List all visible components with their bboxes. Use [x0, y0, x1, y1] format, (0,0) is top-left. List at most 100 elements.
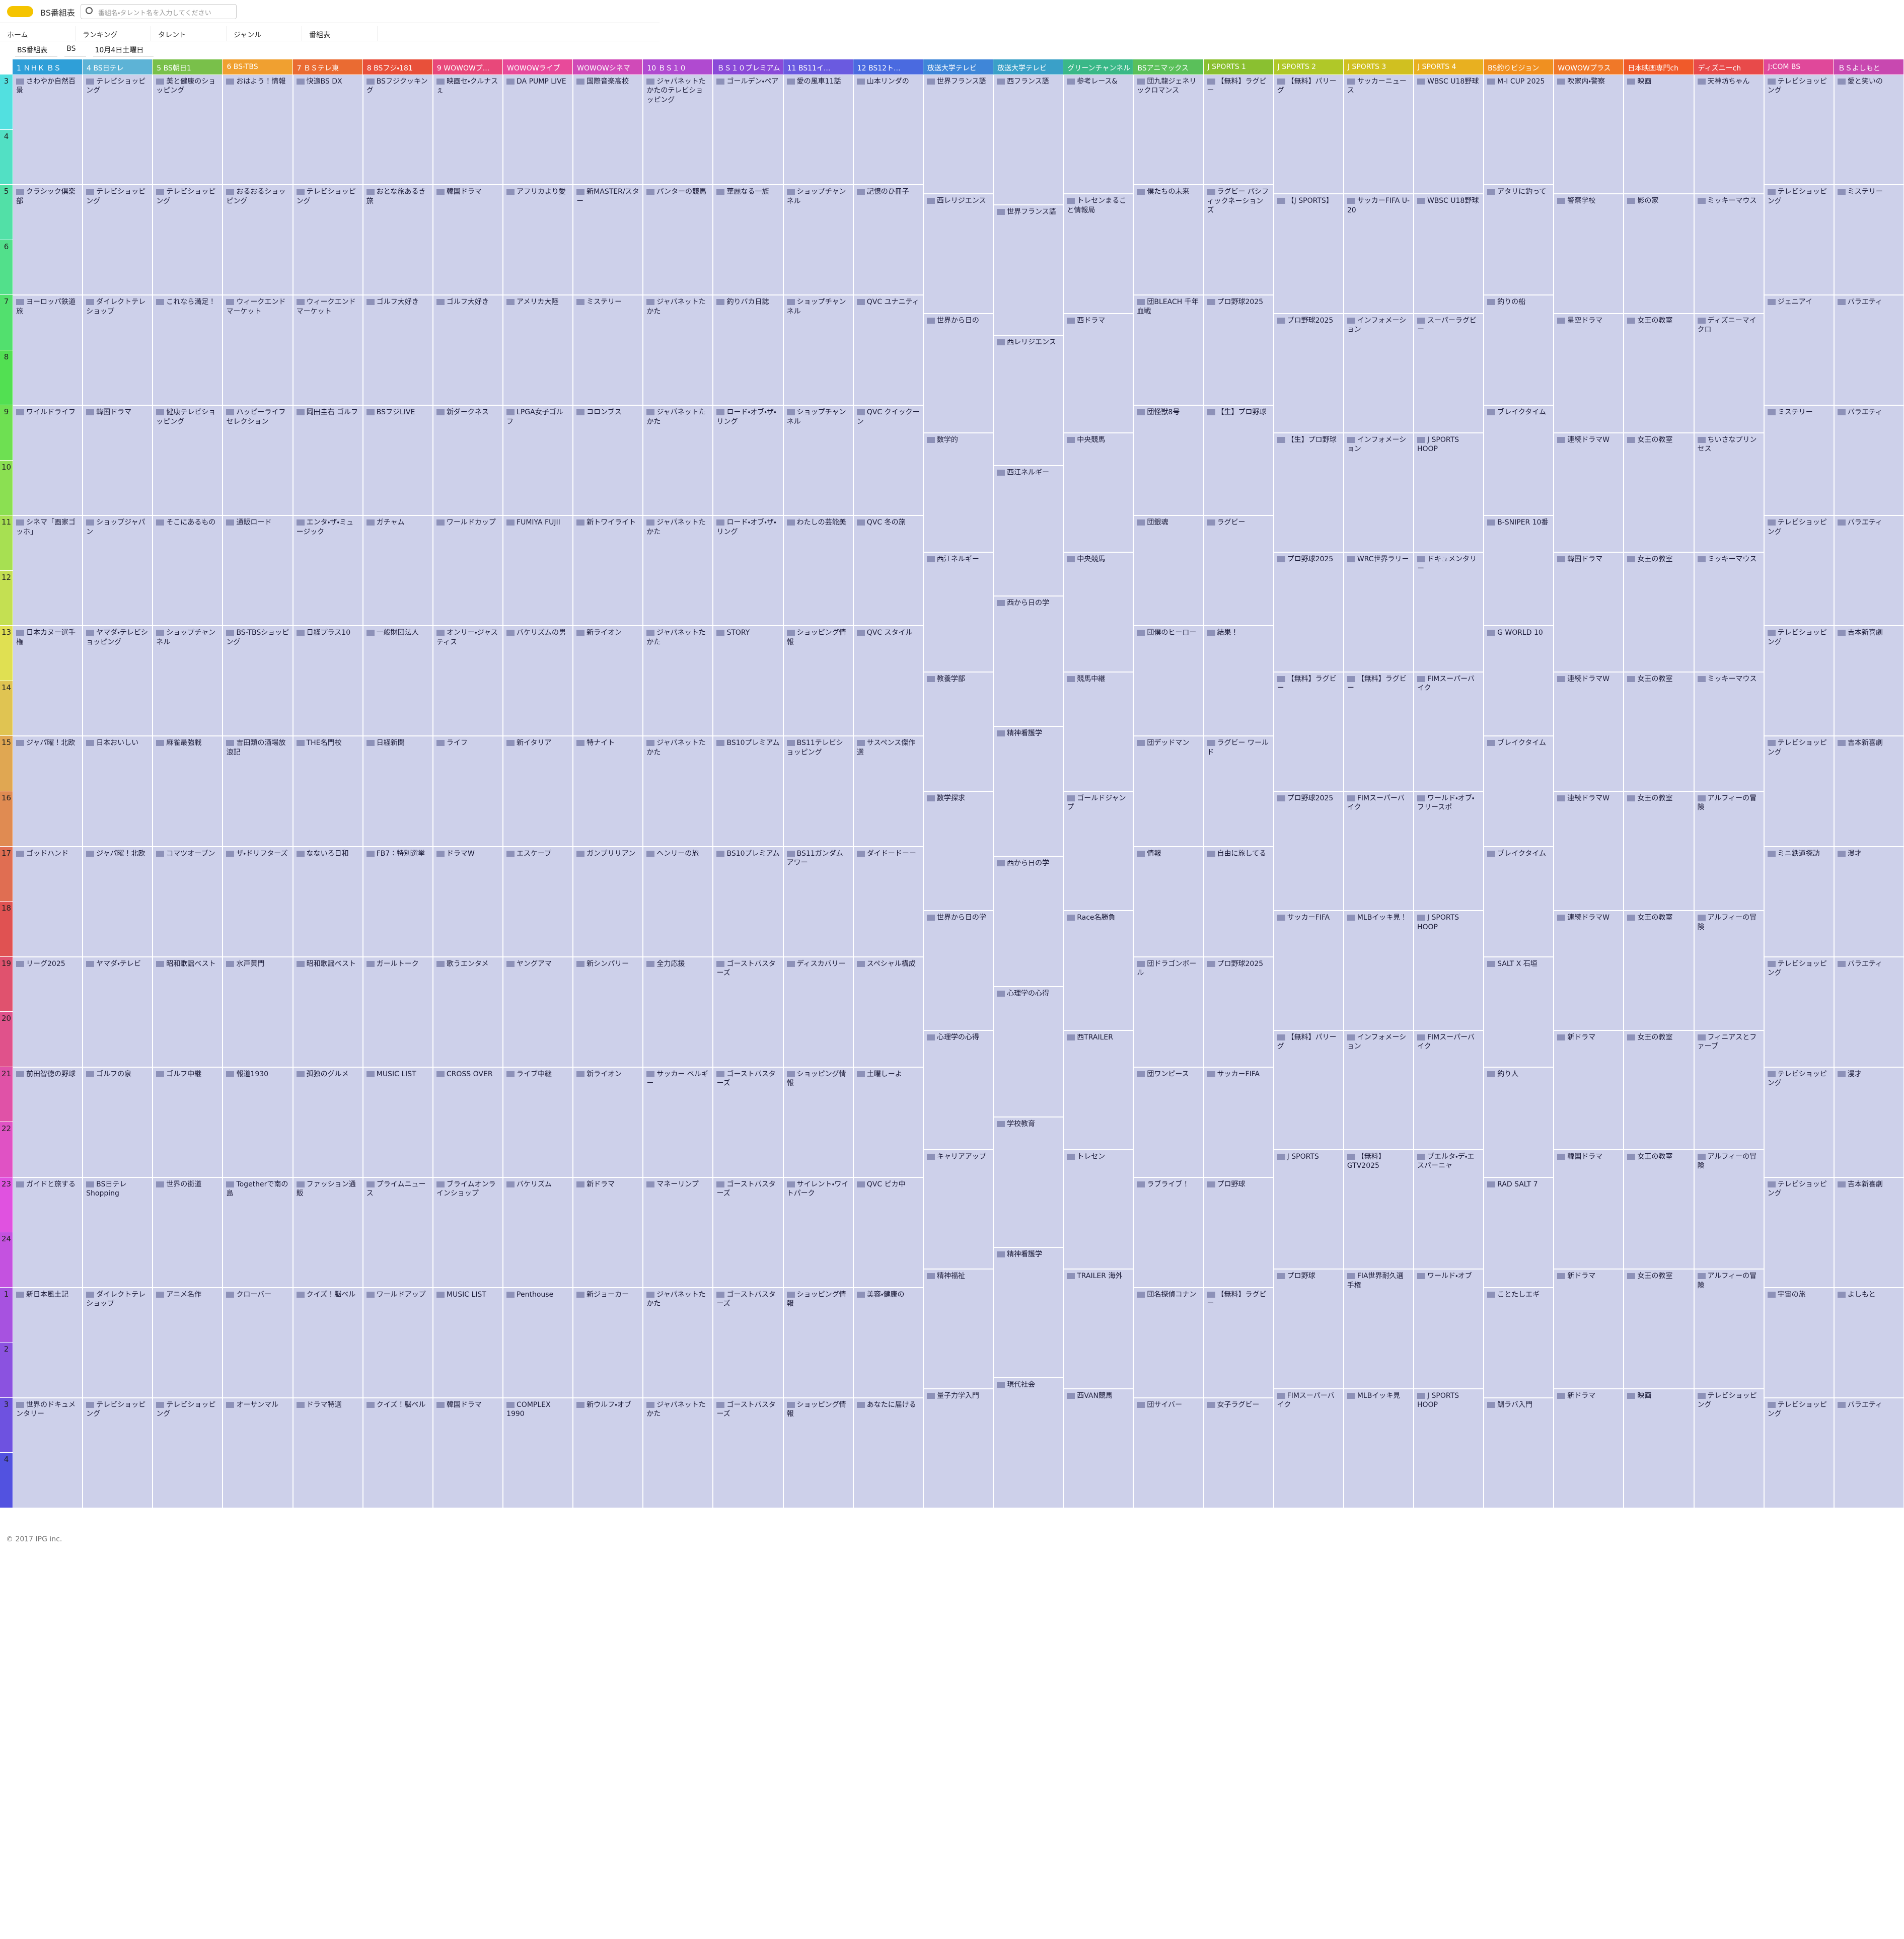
- program-cell[interactable]: ヤングアマ: [503, 956, 573, 1067]
- program-cell[interactable]: 団ワンピース: [1133, 1067, 1204, 1177]
- logo[interactable]: [7, 6, 33, 17]
- program-cell[interactable]: ジャパネットたかた: [643, 1397, 713, 1508]
- program-cell[interactable]: ワイルドライフ: [13, 405, 83, 516]
- program-cell[interactable]: 影の家: [1624, 194, 1694, 314]
- program-cell[interactable]: 西江ネルギー: [923, 552, 994, 672]
- program-cell[interactable]: BS日テレ Shopping: [83, 1177, 153, 1288]
- program-cell[interactable]: 吹家内・警察: [1554, 74, 1624, 194]
- program-cell[interactable]: テレビショッピング: [1764, 74, 1834, 185]
- program-cell[interactable]: 連続ドラマW: [1554, 672, 1624, 791]
- program-cell[interactable]: アルフィーの冒険: [1694, 791, 1764, 911]
- program-cell[interactable]: 岡田圭右 ゴルフ: [292, 405, 363, 516]
- search-box[interactable]: 番組名・タレント名を入力してください: [81, 4, 237, 19]
- program-cell[interactable]: ダイレクトテレショップ: [83, 295, 153, 406]
- program-cell[interactable]: BS10プレミアム: [713, 736, 783, 847]
- program-cell[interactable]: 団名探偵コナン: [1133, 1287, 1204, 1398]
- nav-item[interactable]: ランキング: [76, 26, 151, 41]
- program-cell[interactable]: Penthouse: [503, 1287, 573, 1398]
- program-cell[interactable]: 新ダークネス: [432, 405, 503, 516]
- program-cell[interactable]: クラシック倶楽部: [13, 185, 83, 295]
- program-cell[interactable]: 鯛ラバ入門: [1484, 1397, 1554, 1508]
- program-cell[interactable]: BS‐TBSショッピング: [223, 626, 293, 736]
- program-cell[interactable]: パンターの競馬: [643, 185, 713, 295]
- program-cell[interactable]: 快適BS DX: [292, 74, 363, 185]
- program-cell[interactable]: CROSS OVER: [432, 1067, 503, 1177]
- program-cell[interactable]: ウィークエンドマーケット: [292, 295, 363, 406]
- program-cell[interactable]: わたしの芸能美: [783, 515, 853, 626]
- program-cell[interactable]: ロード・オブ・ザ・リング: [713, 515, 783, 626]
- program-cell[interactable]: テレビショッピング: [292, 185, 363, 295]
- program-cell[interactable]: 女王の教室: [1624, 1030, 1694, 1150]
- program-cell[interactable]: FB7：特別選挙: [362, 846, 433, 957]
- program-cell[interactable]: ガンブリリアン: [573, 846, 643, 957]
- program-cell[interactable]: LPGA女子ゴルフ: [503, 405, 573, 516]
- program-cell[interactable]: バラエティ: [1834, 956, 1904, 1067]
- program-cell[interactable]: THE名門校: [292, 736, 363, 847]
- program-cell[interactable]: 現代社会: [993, 1378, 1064, 1508]
- program-cell[interactable]: 吉本新喜劇: [1834, 736, 1904, 847]
- program-cell[interactable]: 女王の教室: [1624, 433, 1694, 553]
- program-cell[interactable]: BS10プレミアム: [713, 846, 783, 957]
- program-cell[interactable]: ドラマ特選: [292, 1397, 363, 1508]
- program-cell[interactable]: インフォメーション: [1343, 433, 1414, 553]
- program-cell[interactable]: テレビショッピング: [1764, 515, 1834, 626]
- program-cell[interactable]: ジャパネットたかた: [643, 736, 713, 847]
- program-cell[interactable]: ショップチャンネル: [783, 295, 853, 406]
- program-cell[interactable]: B-SNIPER 10番: [1484, 515, 1554, 626]
- program-cell[interactable]: 西VAN競馬: [1063, 1388, 1134, 1508]
- channel-header[interactable]: 10 ＢＳ１０: [643, 59, 713, 74]
- program-cell[interactable]: プロ野球2025: [1273, 552, 1344, 672]
- program-cell[interactable]: 釣りの船: [1484, 295, 1554, 406]
- program-cell[interactable]: 新ジョーカー: [573, 1287, 643, 1398]
- program-cell[interactable]: クローバー: [223, 1287, 293, 1398]
- program-cell[interactable]: 【無料】GTV2025: [1343, 1150, 1414, 1270]
- program-cell[interactable]: COMPLEX 1990: [503, 1397, 573, 1508]
- program-cell[interactable]: 女王の教室: [1624, 672, 1694, 791]
- program-cell[interactable]: ショッピング情報: [783, 1287, 853, 1398]
- program-cell[interactable]: リーグ2025: [13, 956, 83, 1067]
- program-cell[interactable]: 新ドラマ: [1554, 1269, 1624, 1389]
- program-cell[interactable]: 団九龍ジェネリックロマンス: [1133, 74, 1204, 185]
- program-cell[interactable]: DA PUMP LIVE: [503, 74, 573, 185]
- program-cell[interactable]: 数学探求: [923, 791, 994, 911]
- program-cell[interactable]: 【無料】ラグビー: [1343, 672, 1414, 791]
- nav-item[interactable]: ジャンル: [227, 26, 302, 41]
- program-cell[interactable]: ヨーロッパ鉄道旅: [13, 295, 83, 406]
- program-cell[interactable]: 全力応援: [643, 956, 713, 1067]
- program-cell[interactable]: ゴーストバスターズ: [713, 1067, 783, 1177]
- program-cell[interactable]: 世界フランス語: [923, 74, 994, 194]
- program-cell[interactable]: 昭和歌謡ベスト: [292, 956, 363, 1067]
- channel-header[interactable]: 6 BS-TBS: [223, 59, 293, 74]
- program-cell[interactable]: ミステリー: [1834, 185, 1904, 295]
- program-cell[interactable]: 西から日の学: [993, 856, 1064, 987]
- channel-header[interactable]: 日本映画専門ch: [1624, 59, 1694, 74]
- program-cell[interactable]: テレビショッピング: [1764, 1397, 1834, 1508]
- program-cell[interactable]: 中央競馬: [1063, 433, 1134, 553]
- program-cell[interactable]: 日本おいしい: [83, 736, 153, 847]
- program-cell[interactable]: プロ野球2025: [1273, 791, 1344, 911]
- program-cell[interactable]: ジャパネットたかた: [643, 1287, 713, 1398]
- program-cell[interactable]: WBSC U18野球: [1413, 194, 1484, 314]
- program-cell[interactable]: ダイレクトテレショップ: [83, 1287, 153, 1398]
- program-cell[interactable]: 【無料】パリーグ: [1273, 1030, 1344, 1150]
- program-cell[interactable]: 団BLEACH 千年血戦: [1133, 295, 1204, 406]
- program-cell[interactable]: 昭和歌謡ベスト: [153, 956, 223, 1067]
- program-cell[interactable]: プロ野球2025: [1203, 956, 1274, 1067]
- channel-header[interactable]: WOWOWシネマ: [573, 59, 643, 74]
- program-cell[interactable]: インフォメーション: [1343, 313, 1414, 433]
- program-cell[interactable]: アルフィーの冒険: [1694, 1269, 1764, 1389]
- program-cell[interactable]: サッカーニュース: [1343, 74, 1414, 194]
- program-cell[interactable]: オンリー・ジャスティス: [432, 626, 503, 736]
- program-cell[interactable]: 釣りバカ日誌: [713, 295, 783, 406]
- program-cell[interactable]: フィニアスとファーブ: [1694, 1030, 1764, 1150]
- program-cell[interactable]: FIMスーパーバイク: [1413, 1030, 1484, 1150]
- program-cell[interactable]: 【J SPORTS】: [1273, 194, 1344, 314]
- program-cell[interactable]: バケリズム: [503, 1177, 573, 1288]
- program-cell[interactable]: 精神福祉: [923, 1269, 994, 1389]
- channel-header[interactable]: BS釣りビジョン: [1484, 59, 1554, 74]
- program-cell[interactable]: トレセン: [1063, 1150, 1134, 1270]
- program-cell[interactable]: 【無料】パリーグ: [1273, 74, 1344, 194]
- program-cell[interactable]: 韓国ドラマ: [432, 185, 503, 295]
- program-cell[interactable]: テレビショッピング: [83, 1397, 153, 1508]
- program-cell[interactable]: プロ野球2025: [1203, 295, 1274, 406]
